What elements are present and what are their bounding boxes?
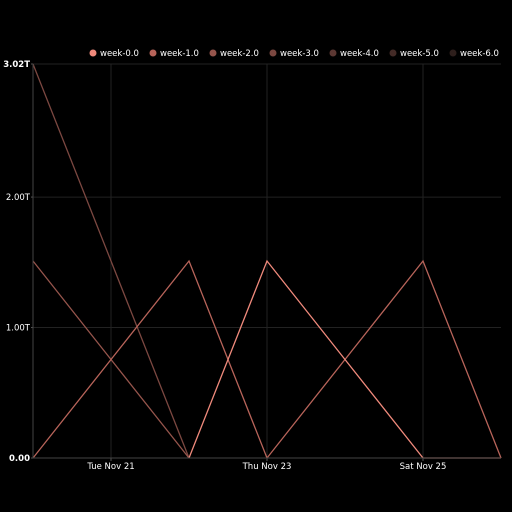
legend-label: week-0.0 (100, 49, 139, 59)
legend-label: week-3.0 (280, 49, 319, 59)
x-tick-label: Thu Nov 23 (242, 462, 292, 472)
legend-swatch (389, 49, 397, 57)
legend-label: week-5.0 (400, 49, 439, 59)
legend: week-0.0 week-1.0 week-2.0 week-3.0 week-4.0… (89, 49, 499, 59)
legend-swatch (89, 49, 97, 57)
legend-item[interactable]: week-0.0 (89, 49, 139, 59)
y-tick-label: 1.00T (6, 324, 31, 334)
axes: Tue Nov 21 Thu Nov 23 Sat Nov 25 0.00 1.00T 2… (3, 60, 501, 472)
legend-item[interactable]: week-5.0 (389, 49, 439, 59)
legend-label: week-4.0 (340, 49, 379, 59)
y-tick-label: 2.00T (6, 193, 31, 203)
x-tick-label: Tue Nov 21 (86, 462, 134, 472)
series-line-week-0.0 (188, 259, 501, 459)
y-tick-label: 0.00 (9, 454, 30, 464)
legend-swatch (449, 49, 457, 57)
legend-item[interactable]: week-6.0 (449, 49, 499, 59)
legend-item[interactable]: week-3.0 (269, 49, 319, 59)
legend-label: week-2.0 (220, 49, 259, 59)
x-tick-label: Sat Nov 25 (400, 462, 447, 472)
legend-item[interactable]: week-1.0 (149, 49, 199, 59)
legend-label: week-1.0 (160, 49, 199, 59)
legend-swatch (329, 49, 337, 57)
legend-swatch (149, 49, 157, 57)
legend-item[interactable]: week-2.0 (209, 49, 259, 59)
y-tick-label: 3.02T (3, 60, 30, 70)
legend-swatch (209, 49, 217, 57)
series-line-week-3.0 (32, 63, 190, 459)
legend-label: week-6.0 (460, 49, 499, 59)
legend-swatch (269, 49, 277, 57)
legend-item[interactable]: week-4.0 (329, 49, 379, 59)
